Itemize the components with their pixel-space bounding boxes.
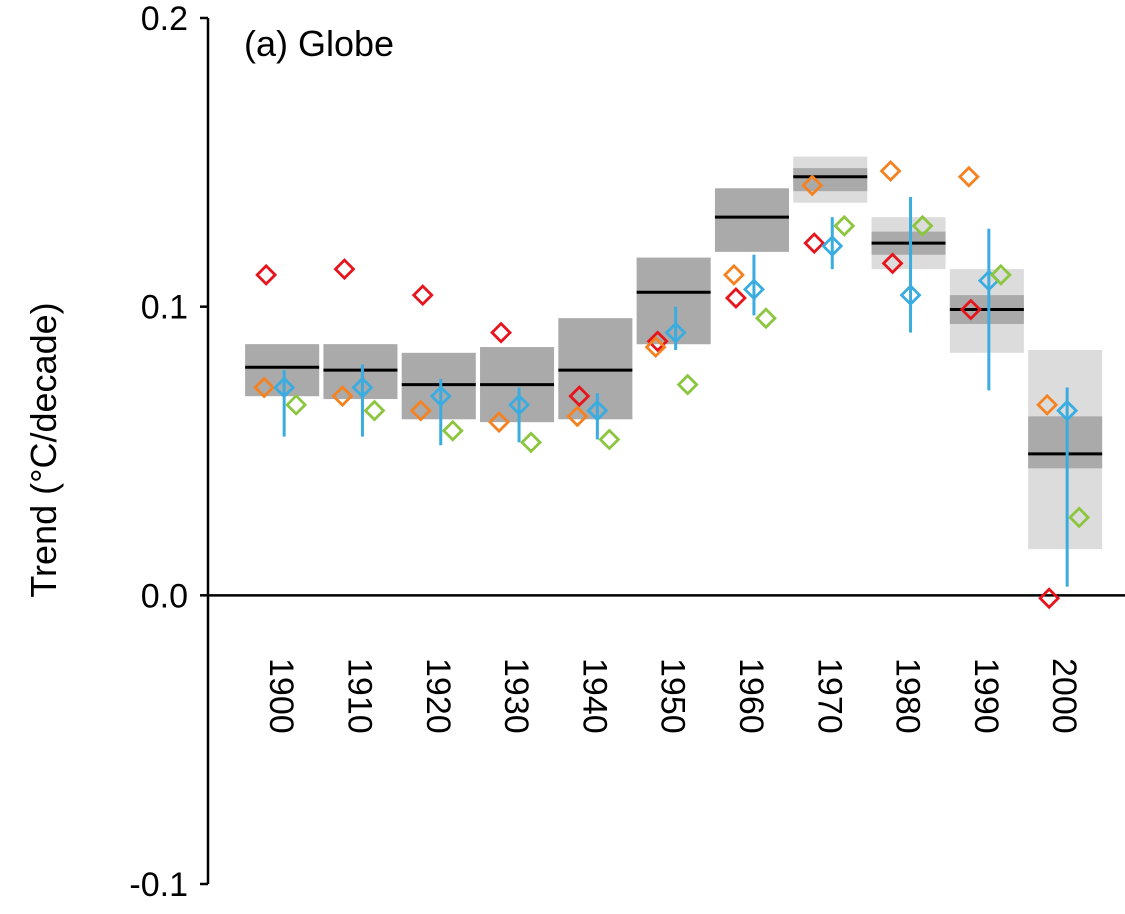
panel-title: (a) Globe: [244, 23, 394, 64]
series-1-point-1920: [411, 284, 434, 307]
axes: [200, 16, 1125, 886]
observation-points: [253, 160, 1091, 610]
series-4-point-1990: [989, 263, 1012, 286]
series-4-point-2000: [1068, 506, 1091, 529]
series-3-point-2000: [1056, 399, 1079, 422]
series-3-point-1950: [664, 321, 687, 344]
series-1-point-2000: [1038, 587, 1061, 610]
decade-label-1910: 1910: [340, 658, 378, 734]
decade-label-1920: 1920: [419, 658, 457, 734]
series-2-point-1900: [253, 376, 276, 399]
decade-label-1930: 1930: [497, 658, 535, 734]
series-2-point-1950: [644, 336, 667, 359]
labels: 0.2 0.1 0.0 -0.1 1900 1910 1920 1930 1940 1950 196…: [129, 0, 1083, 904]
decade-label-1990: 1990: [967, 658, 1005, 734]
ensemble-range-inner-1900: [245, 344, 320, 397]
ensemble-range-inner-1950: [636, 257, 711, 345]
series-1-point-1900: [255, 263, 278, 286]
series-2-point-1940: [566, 405, 589, 428]
series-2-point-2000: [1036, 393, 1059, 416]
series-3-point-1960: [742, 278, 765, 301]
series-4-point-1980: [911, 214, 934, 237]
series-3-point-1900: [273, 376, 296, 399]
series-2-point-1990: [957, 165, 980, 188]
series-4-point-1940: [598, 428, 621, 451]
series-1-point-1960: [724, 287, 747, 309]
series-2-point-1960: [722, 263, 745, 286]
series-3-point-1930: [508, 393, 531, 416]
y-tick-label: 0.1: [141, 289, 188, 327]
series-3-point-1980: [899, 284, 922, 307]
decade-label-1960: 1960: [732, 658, 770, 734]
series-1-point-1930: [490, 321, 513, 344]
series-4-point-1960: [754, 307, 777, 330]
series-4-point-1920: [441, 419, 464, 442]
series-3-point-1910: [351, 376, 374, 399]
series-2-point-1980: [879, 160, 902, 182]
series-4-point-1970: [833, 214, 856, 237]
series-1-point-1950: [646, 330, 669, 353]
y-tick-label: 0.2: [141, 0, 188, 38]
decade-label-1900: 1900: [262, 658, 300, 734]
series-2-point-1970: [801, 174, 824, 197]
series-3-point-1940: [586, 399, 609, 422]
series-4-point-1900: [285, 393, 308, 416]
y-tick-label: 0.0: [141, 577, 188, 615]
decade-label-1970: 1970: [810, 658, 848, 734]
series-2-point-1920: [409, 399, 432, 422]
decade-label-1940: 1940: [575, 658, 613, 734]
decade-label-2000: 2000: [1045, 658, 1083, 734]
series-1-point-1990: [959, 298, 982, 321]
series-4-point-1930: [520, 431, 543, 454]
y-tick-label: -0.1: [129, 866, 188, 904]
ensemble-range-inner-1970: [793, 168, 868, 192]
series-2-point-1930: [488, 411, 511, 434]
series-1-point-1970: [803, 232, 826, 255]
series-3-point-1920: [429, 385, 452, 408]
series-1-point-1980: [881, 252, 904, 275]
ensemble-range-inner-1960: [714, 188, 789, 252]
ensemble-bands: [245, 156, 1103, 550]
series-1-point-1940: [568, 385, 591, 408]
decade-label-1980: 1980: [889, 658, 927, 734]
series-1-point-1910: [333, 258, 356, 281]
y-axis-title: Trend (°C/decade): [23, 302, 64, 597]
ensemble-range-inner-2000: [1028, 416, 1103, 469]
decade-label-1950: 1950: [654, 658, 692, 734]
series-3-point-1970: [821, 235, 844, 258]
series-2-point-1910: [331, 385, 354, 408]
series-4-point-1910: [363, 399, 386, 422]
series-4-point-1950: [676, 373, 699, 396]
